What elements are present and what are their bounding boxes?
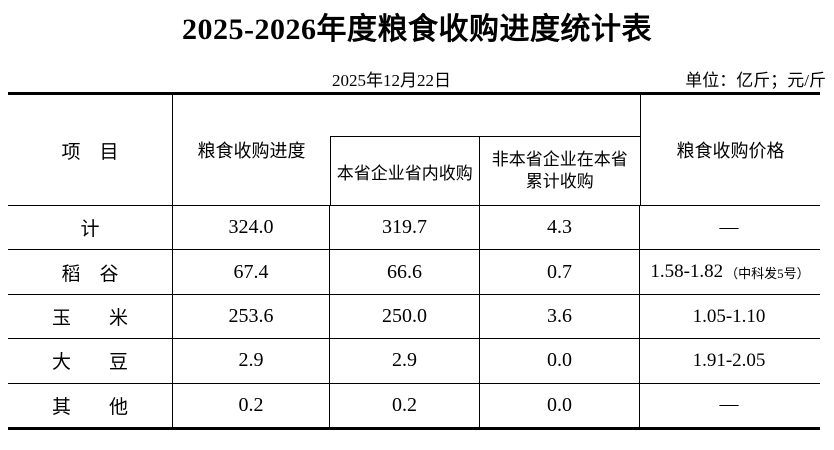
row-progress-value: 0.2: [173, 383, 330, 428]
row-price-value: 1.91-2.05: [640, 339, 820, 382]
row-item-label: 其 他: [8, 383, 173, 428]
row-local-value: 0.2: [330, 383, 480, 428]
row-item-label: 大 豆: [8, 339, 173, 383]
row-item-label: 计: [8, 206, 173, 250]
page-title: 2025-2026年度粮食收购进度统计表: [182, 13, 652, 46]
header-price: 粮食收购价格: [640, 95, 820, 205]
price-note: （中科发5号）: [725, 265, 810, 281]
header-progress: 粮食收购进度: [197, 141, 306, 161]
row-nonlocal-value: 0.7: [480, 250, 640, 294]
table-row-rice: 稻 谷 67.4 66.6 0.7 1.58-1.82 （中科发5号）: [8, 250, 820, 295]
header-item: 项 目: [8, 95, 173, 205]
price-main: 1.58-1.82: [650, 261, 724, 283]
price-main: 1.91-2.05: [692, 349, 766, 371]
row-local-value: 250.0: [330, 294, 480, 339]
row-progress-value: 324.0: [173, 206, 330, 250]
row-nonlocal-value: 0.0: [480, 383, 640, 428]
table-row-corn: 玉 米 253.6 250.0 3.6 1.05-1.10: [8, 294, 820, 340]
grain-purchase-table: 项 目 粮食收购进度 本省企业省内收购 非本省企业在本省 累计收购 粮食收购价格…: [8, 92, 820, 430]
row-progress-value: 253.6: [173, 294, 330, 339]
header-nonlocal-purchase: 非本省企业在本省 累计收购: [491, 149, 628, 191]
row-local-value: 319.7: [330, 206, 480, 250]
row-local-value: 66.6: [330, 250, 480, 294]
row-item-label: 玉 米: [8, 294, 173, 339]
report-date: 2025年12月22日: [332, 71, 451, 90]
row-progress-value: 2.9: [173, 339, 330, 383]
row-nonlocal-value: 0.0: [480, 339, 640, 383]
table-header: 项 目 粮食收购进度 本省企业省内收购 非本省企业在本省 累计收购 粮食收购价格: [8, 95, 820, 206]
price-main: —: [719, 394, 739, 416]
header-local-purchase: 本省企业省内收购: [331, 137, 480, 205]
unit-label: 单位：亿斤；元/斤: [685, 71, 826, 90]
row-local-value: 2.9: [330, 339, 480, 383]
row-nonlocal-value: 3.6: [480, 294, 640, 339]
row-progress-value: 67.4: [173, 250, 330, 294]
table-row-soybean: 大 豆 2.9 2.9 0.0 1.91-2.05: [8, 339, 820, 384]
price-main: 1.05-1.10: [692, 305, 766, 327]
table-row-total: 计 324.0 319.7 4.3 —: [8, 206, 820, 251]
table-body: 计 324.0 319.7 4.3 — 稻 谷 67.4 66.6 0.7 1.…: [8, 206, 820, 428]
row-nonlocal-value: 4.3: [480, 206, 640, 250]
row-price-value: 1.58-1.82 （中科发5号）: [640, 250, 820, 293]
row-item-label: 稻 谷: [8, 250, 173, 294]
row-price-value: 1.05-1.10: [640, 295, 820, 338]
price-main: —: [719, 216, 739, 238]
row-price-value: —: [640, 206, 820, 249]
row-price-value: —: [640, 384, 820, 427]
header-subgroup: 本省企业省内收购 非本省企业在本省 累计收购: [330, 136, 640, 205]
table-row-other: 其 他 0.2 0.2 0.0 —: [8, 383, 820, 428]
